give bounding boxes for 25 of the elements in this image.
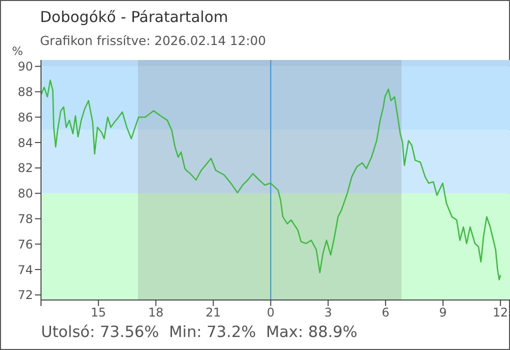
y-tick-label: 80	[18, 186, 33, 201]
y-tick-label: 84	[18, 136, 33, 150]
y-tick-label: 74	[18, 262, 33, 277]
text: Min: 73.2%	[169, 323, 256, 341]
x-tick-label: 12	[492, 306, 508, 320]
chart-title: Dobogókő - Páratartalom	[40, 8, 228, 26]
text: Utolsó: 73.56%	[41, 323, 160, 341]
y-tick-label: 90	[18, 60, 33, 74]
y-tick-label: 88	[18, 85, 33, 100]
y-tick-label: 72	[18, 288, 33, 302]
y-axis-title: %	[12, 44, 23, 58]
chart-subtitle: Grafikon frissítve: 2026.02.14 12:00	[40, 33, 266, 48]
y-tick-label: 82	[18, 161, 33, 176]
x-tick-label: 18	[148, 306, 164, 320]
x-tick-label: 15	[90, 306, 106, 320]
y-tick-label: 78	[18, 212, 33, 226]
x-tick-label: 9	[439, 306, 447, 320]
y-tick-label: 76	[18, 237, 33, 252]
x-tick-label: 21	[206, 306, 221, 320]
line-series	[41, 80, 502, 280]
x-tick-label: 3	[324, 306, 332, 320]
x-tick-label: 0	[266, 306, 275, 320]
text: Max: 88.9%	[266, 323, 358, 341]
y-tick-label: 86	[18, 110, 33, 124]
x-tick-label: 6	[382, 306, 390, 320]
